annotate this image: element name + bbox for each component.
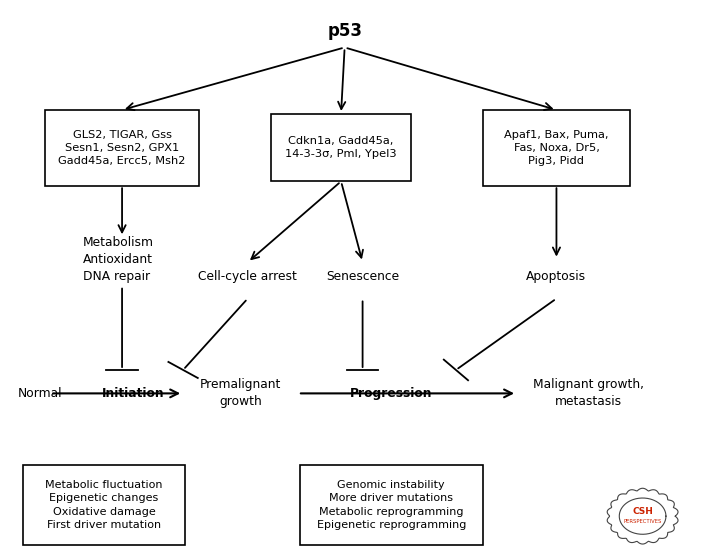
- Text: Initiation: Initiation: [101, 387, 164, 400]
- Text: Genomic instability
More driver mutations
Metabolic reprogramming
Epigenetic rep: Genomic instability More driver mutation…: [317, 480, 466, 530]
- Text: Apaf1, Bax, Puma,
Fas, Noxa, Dr5,
Pig3, Pidd: Apaf1, Bax, Puma, Fas, Noxa, Dr5, Pig3, …: [504, 129, 609, 166]
- Text: Progression: Progression: [350, 387, 432, 400]
- FancyBboxPatch shape: [23, 464, 185, 546]
- Text: p53: p53: [327, 22, 362, 40]
- Text: Cell-cycle arrest: Cell-cycle arrest: [198, 270, 297, 283]
- Text: Normal: Normal: [18, 387, 62, 400]
- Text: Metabolism
Antioxidant
DNA repair: Metabolism Antioxidant DNA repair: [83, 236, 154, 283]
- Text: Senescence: Senescence: [326, 270, 399, 283]
- FancyBboxPatch shape: [482, 110, 630, 185]
- FancyBboxPatch shape: [271, 114, 411, 181]
- Text: Premalignant
growth: Premalignant growth: [200, 378, 281, 408]
- FancyBboxPatch shape: [45, 110, 200, 185]
- Text: CSH: CSH: [632, 507, 653, 517]
- Text: PERSPECTIVES: PERSPECTIVES: [623, 519, 662, 523]
- FancyBboxPatch shape: [300, 464, 483, 546]
- Text: Apoptosis: Apoptosis: [526, 270, 587, 283]
- Text: Metabolic fluctuation
Epigenetic changes
Oxidative damage
First driver mutation: Metabolic fluctuation Epigenetic changes…: [45, 480, 163, 530]
- Text: GLS2, TIGAR, Gss
Sesn1, Sesn2, GPX1
Gadd45a, Ercc5, Msh2: GLS2, TIGAR, Gss Sesn1, Sesn2, GPX1 Gadd…: [58, 129, 186, 166]
- Text: Malignant growth,
metastasis: Malignant growth, metastasis: [533, 378, 644, 408]
- Text: Cdkn1a, Gadd45a,
14-3-3σ, Pml, Ypel3: Cdkn1a, Gadd45a, 14-3-3σ, Pml, Ypel3: [285, 136, 397, 160]
